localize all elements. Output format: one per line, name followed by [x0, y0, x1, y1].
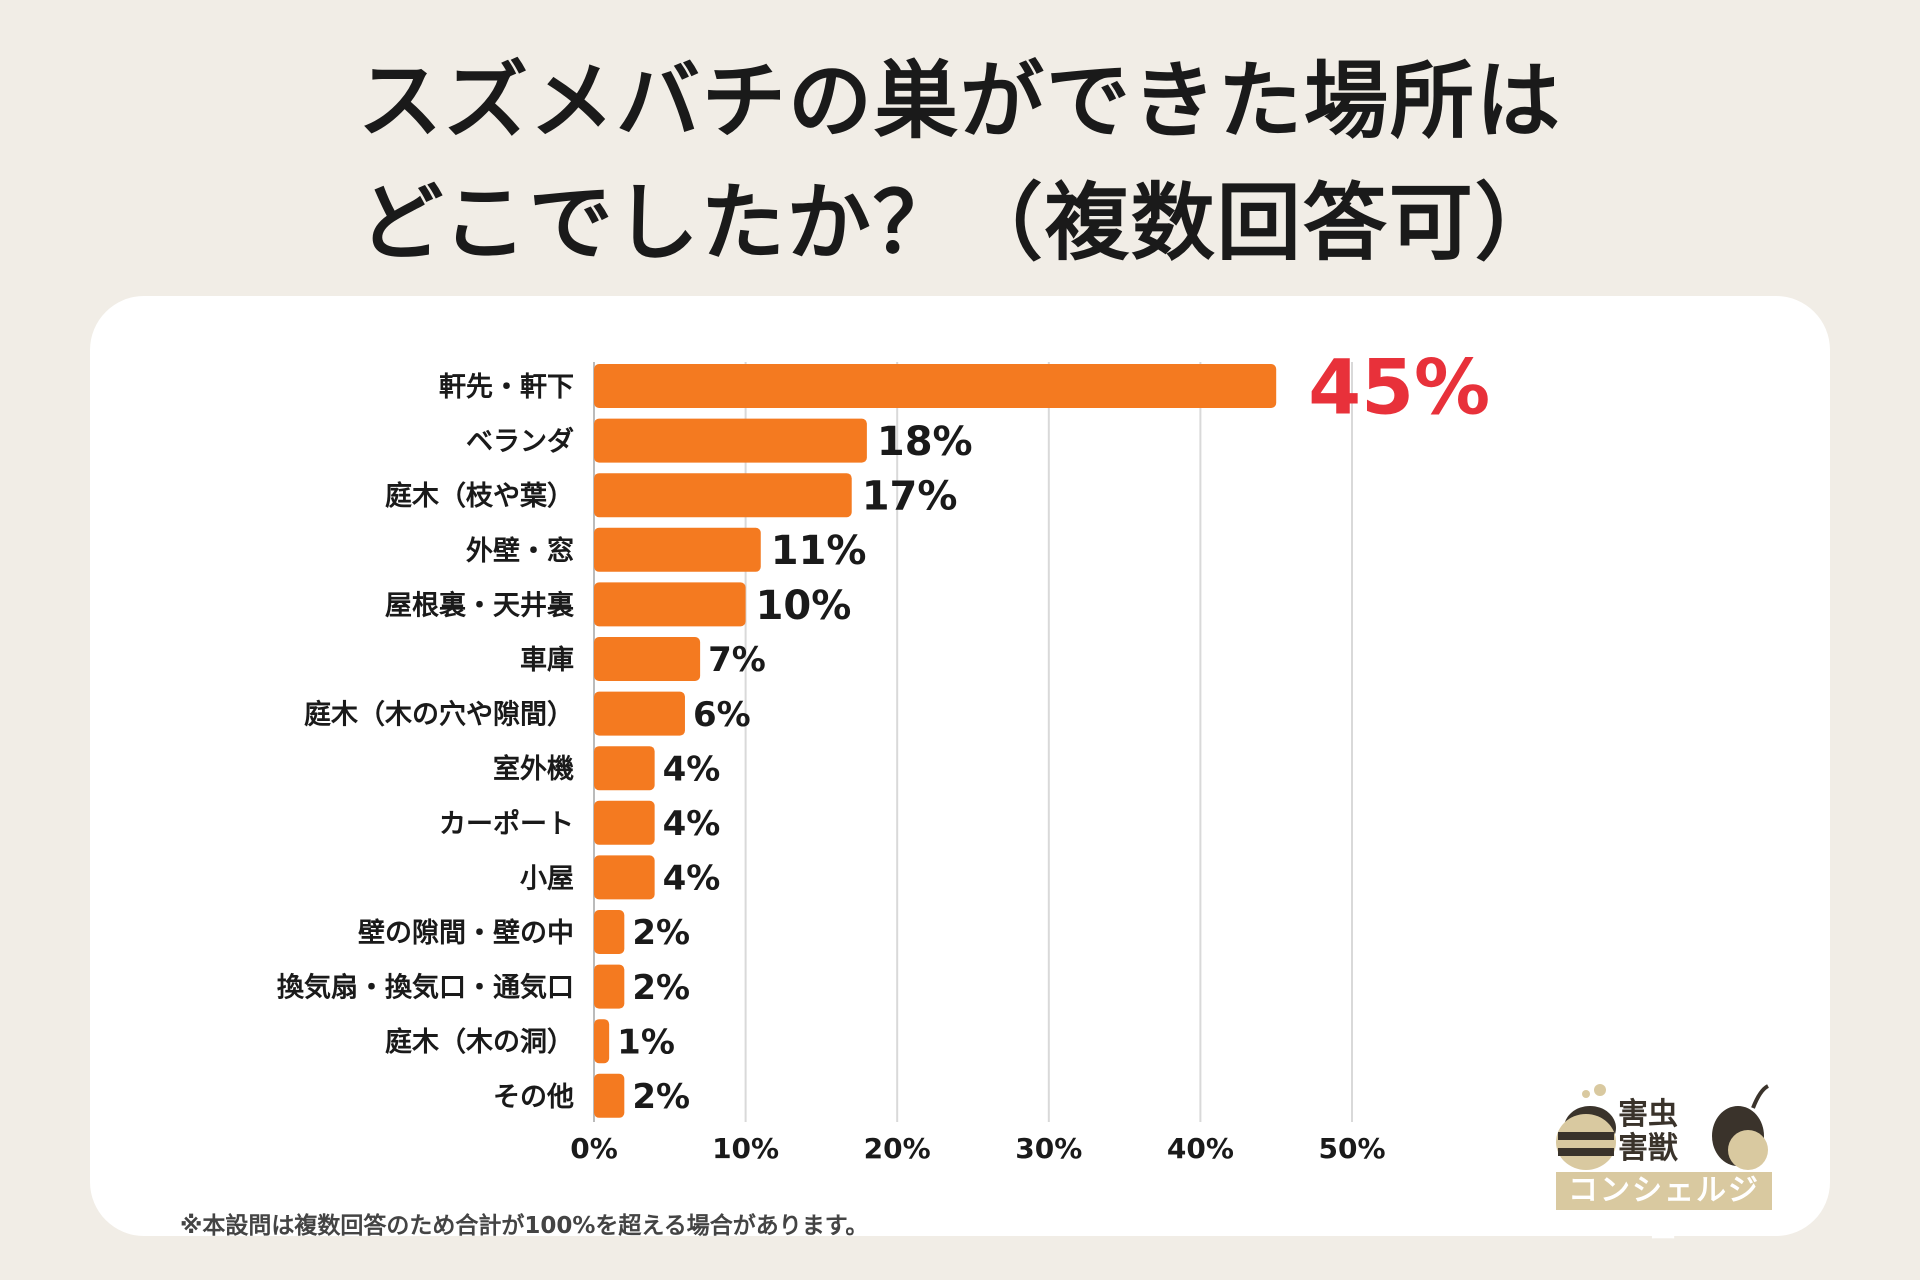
value-label: 4%	[663, 859, 721, 899]
category-label: その他	[493, 1082, 574, 1113]
logo-text-line-1: 害虫	[1618, 1097, 1678, 1132]
bar	[594, 582, 746, 627]
chart-title-line-1: スズメバチの巣ができた場所は	[357, 52, 1562, 150]
bar	[594, 473, 852, 518]
bar	[594, 1073, 625, 1118]
x-tick-label: 30%	[1015, 1132, 1082, 1165]
bar	[594, 691, 685, 736]
bar	[594, 855, 655, 900]
chart-card	[90, 296, 1830, 1236]
value-label: 11%	[771, 528, 867, 574]
value-label: 18%	[877, 419, 973, 465]
footnote: ※本設問は複数回答のため合計が100%を超える場合があります。	[180, 1213, 869, 1239]
bar	[594, 1019, 610, 1064]
logo-mascot-icon	[1556, 1084, 1770, 1170]
category-label: 換気扇・換気口・通気口	[277, 972, 574, 1004]
chart-title: スズメバチの巣ができた場所は どこでしたか？（複数回答可）	[0, 40, 1920, 284]
logo-text-line-2: 害獣	[1618, 1131, 1678, 1166]
category-label: 庭木（木の穴や隙間）	[304, 699, 574, 731]
bar	[594, 800, 655, 845]
chart-title-line-2: どこでしたか？（複数回答可）	[359, 174, 1561, 272]
value-label: 45%	[1308, 342, 1490, 431]
bar	[594, 364, 1277, 408]
value-label: 4%	[663, 749, 721, 789]
value-label: 17%	[862, 474, 958, 520]
category-label: 壁の隙間・壁の中	[358, 918, 574, 949]
category-label: 室外機	[493, 753, 574, 785]
x-tick-label: 20%	[864, 1132, 931, 1165]
value-label: 4%	[663, 804, 721, 844]
x-tick-label: 40%	[1167, 1132, 1234, 1165]
x-tick-label: 0%	[570, 1132, 618, 1165]
logo-band: コンシェルジュ	[1556, 1172, 1772, 1246]
category-label: ベランダ	[466, 426, 574, 458]
bar	[594, 910, 625, 954]
value-label: 2%	[632, 1077, 690, 1117]
category-label: 外壁・窓	[466, 535, 574, 567]
bar	[594, 418, 867, 463]
x-tick-label: 10%	[712, 1132, 779, 1165]
value-label: 2%	[632, 968, 690, 1008]
value-label: 10%	[756, 583, 852, 629]
value-label: 6%	[693, 695, 751, 735]
x-tick-label: 50%	[1318, 1132, 1385, 1165]
category-label: 車庫	[520, 645, 574, 676]
category-label: 軒先・軒下	[439, 372, 574, 403]
category-label: カーポート	[439, 809, 574, 840]
bar	[594, 746, 655, 791]
brand-logo: 害虫 害獣 コンシェルジュ	[1548, 1080, 1774, 1246]
bar	[594, 637, 701, 681]
category-label: 庭木（枝や葉）	[385, 480, 574, 512]
bar	[594, 964, 625, 1009]
value-label: 2%	[632, 913, 690, 953]
value-label: 7%	[708, 640, 766, 680]
logo-text: 害虫 害獣	[1618, 1098, 1678, 1166]
bar	[594, 527, 761, 572]
category-label: 屋根裏・天井裏	[385, 589, 575, 621]
category-label: 庭木（木の洞）	[385, 1026, 574, 1058]
value-label: 1%	[617, 1022, 675, 1062]
category-label: 小屋	[520, 863, 574, 894]
